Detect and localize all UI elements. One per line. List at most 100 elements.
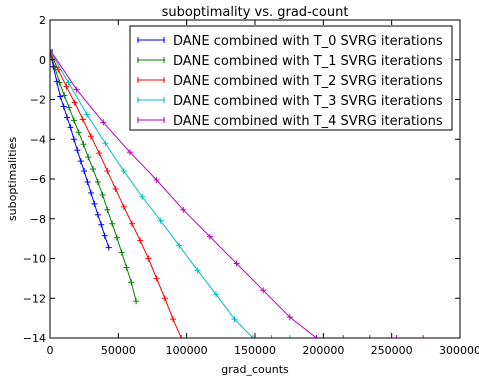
series-4-point (180, 206, 187, 213)
series-4-point (340, 335, 347, 338)
series-2-point (145, 255, 152, 262)
series-line-2 (50, 51, 182, 338)
series-4-point (73, 86, 80, 93)
chart-title: suboptimality vs. grad-count (162, 5, 349, 20)
series-3-point (194, 267, 201, 274)
y-tick-label: −14 (23, 332, 46, 345)
series-2-point (88, 133, 94, 140)
series-0-point (81, 168, 88, 175)
series-1-point (118, 249, 125, 256)
series-1-point (99, 191, 106, 198)
series-3-point (102, 140, 109, 147)
series-0-point (70, 136, 77, 143)
series-3-point (50, 47, 53, 54)
series-0-point (64, 114, 71, 121)
series-2-point (96, 150, 103, 157)
series-0-point (67, 124, 74, 131)
series-1-point (113, 234, 120, 241)
series-4-point (100, 119, 107, 126)
legend-label-3: DANE combined with T_3 SVRG iterations (173, 94, 443, 109)
series-2-point (112, 185, 119, 192)
series-2-point (170, 316, 176, 323)
series-0-point (101, 232, 108, 239)
legend: DANE combined with T_0 SVRG iterations DA… (129, 25, 453, 131)
series-0-point (88, 189, 94, 196)
series-3-point (286, 335, 293, 338)
series-3-point (249, 335, 256, 338)
series-4-point (420, 335, 427, 338)
y-tick-label: −2 (30, 94, 46, 107)
y-tick-label: 2 (39, 14, 46, 27)
series-4-point (393, 335, 400, 338)
series-1-point (133, 298, 140, 305)
series-4-point (313, 335, 320, 338)
series-0-point (98, 221, 105, 228)
series-2-point (161, 295, 168, 302)
y-tick-label: −10 (23, 253, 46, 266)
series-3-point (139, 193, 146, 200)
y-tick-label: 0 (39, 54, 46, 67)
tick-layer: 0 50000 100000 150000 200000 250000 300000 2 0 −2… (23, 14, 479, 357)
series-line-3 (50, 50, 290, 338)
series-1-point (61, 92, 68, 99)
x-tick-label: 250000 (371, 344, 413, 357)
series-3-point (176, 242, 183, 249)
legend-label-2: DANE combined with T_2 SVRG iterations (173, 74, 443, 89)
series-2-point (137, 237, 144, 244)
series-2-point (104, 168, 111, 175)
series-2-point (71, 99, 78, 106)
legend-box (129, 25, 453, 131)
series-3-point (157, 217, 164, 224)
y-tick-label: −12 (23, 292, 46, 305)
series-1-point (128, 279, 135, 286)
series-1-point (75, 129, 82, 136)
series-1-point (66, 104, 73, 111)
x-tick-label: 300000 (439, 344, 479, 357)
series-1-point (109, 220, 116, 227)
series-0-point (60, 103, 67, 110)
x-tick-label: 50000 (101, 344, 136, 357)
series-1-point (56, 79, 63, 86)
series-1-point (123, 264, 130, 271)
series-4-point (50, 46, 53, 53)
series-4-point (153, 176, 160, 183)
series-4-point (366, 335, 373, 338)
y-axis-label: suboptimalities (6, 137, 19, 221)
series-2-point (55, 66, 62, 73)
series-2-point (50, 48, 53, 55)
series-4-point (206, 233, 213, 240)
series-4-point (260, 287, 267, 294)
series-0-point (91, 200, 98, 207)
series-0-point (94, 211, 101, 218)
series-3-point (231, 316, 238, 323)
series-1-point (80, 141, 87, 148)
series-1-point (70, 117, 77, 124)
series-0-point (77, 158, 84, 165)
series-1-point (104, 206, 111, 213)
series-1-point (90, 166, 97, 173)
series-1-point (85, 154, 92, 161)
series-0-point (57, 93, 64, 100)
x-tick-label: 200000 (302, 344, 344, 357)
x-tick-label: 0 (47, 344, 54, 357)
series-3-point (120, 168, 127, 175)
series-2-point (153, 275, 160, 282)
x-tick-label: 150000 (234, 344, 276, 357)
series-3-point (65, 79, 72, 86)
series-2-point (178, 335, 185, 338)
series-0-point (74, 147, 81, 154)
series-4-point (233, 260, 240, 267)
series-3-point (83, 111, 90, 118)
series-1-point (94, 178, 101, 185)
y-tick-label: −4 (30, 133, 46, 146)
series-0-point (105, 244, 112, 251)
legend-label-4: DANE combined with T_4 SVRG iterations (173, 114, 443, 129)
series-line-0 (50, 51, 110, 248)
x-tick-label: 100000 (166, 344, 208, 357)
series-4-point (126, 149, 133, 156)
series-2-point (79, 116, 86, 123)
series-line-1 (50, 51, 137, 302)
series-2-point (129, 220, 135, 227)
series-2-point (63, 83, 70, 90)
